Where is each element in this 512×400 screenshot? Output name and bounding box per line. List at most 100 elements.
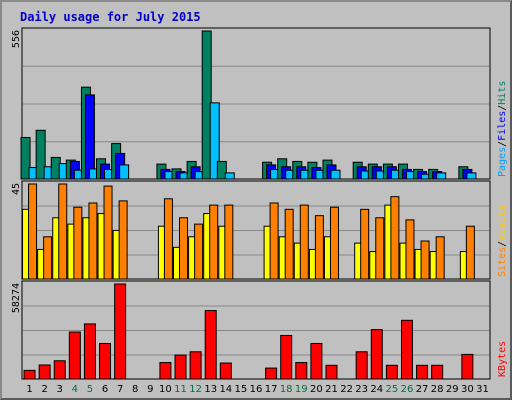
day-label-23: 23 [355,384,368,395]
bar-kbytes-day-25 [385,364,398,380]
legend-item: Pages [497,147,508,177]
bar-sites-day-24 [375,217,385,280]
day-label-4: 4 [72,384,78,395]
day-label-13: 13 [204,384,217,395]
panel-hits-files-pages-ymax-label: 556 [11,30,22,48]
legend-item: Files [497,111,508,141]
bar-pages-day-30 [466,172,477,180]
day-label-8: 8 [132,384,138,395]
bar-sites-day-4 [73,206,83,280]
bar-kbytes-day-2 [38,364,51,380]
bar-kbytes-day-7 [114,283,127,380]
day-label-10: 10 [159,384,172,395]
day-label-15: 15 [235,384,248,395]
day-label-11: 11 [174,384,187,395]
bar-kbytes-day-4 [68,331,81,380]
bar-pages-day-7 [119,164,130,180]
legend-item: / [497,141,508,147]
day-label-31: 31 [476,384,489,395]
bar-sites-day-25 [390,196,400,280]
bar-sites-day-28 [435,236,445,280]
bar-kbytes-day-30 [461,353,474,380]
bar-kbytes-day-17 [265,367,278,380]
bar-kbytes-day-10 [159,362,172,380]
panel-visits-sites-border [21,180,491,280]
day-label-7: 7 [117,384,123,395]
panel-hits-files-pages-legend: Pages/Files/Hits [497,81,508,177]
bar-pages-day-21 [330,169,341,180]
day-label-9: 9 [147,384,153,395]
bar-sites-day-12 [194,223,204,280]
day-label-14: 14 [219,384,232,395]
bar-sites-day-17 [269,202,279,280]
bar-sites-day-2 [43,236,53,280]
bar-kbytes-day-26 [400,319,413,380]
bar-kbytes-day-3 [53,360,66,380]
day-label-16: 16 [250,384,263,395]
bar-sites-day-3 [58,183,68,280]
bar-sites-day-5 [88,202,98,280]
legend-item: Sites [497,247,508,277]
day-label-12: 12 [189,384,202,395]
bar-sites-day-27 [420,240,430,280]
bar-hits-day-1 [20,136,31,180]
panel-kbytes-ymax-label: 58274 [11,283,22,313]
bar-sites-day-13 [209,204,219,280]
legend-item: KBytes [497,341,508,377]
day-label-17: 17 [265,384,278,395]
bar-kbytes-day-21 [325,364,338,380]
panel-hits-files-pages-border [21,27,491,180]
bar-sites-day-10 [163,198,173,280]
bar-sites-day-6 [103,185,113,280]
bar-kbytes-day-14 [219,362,232,380]
day-label-29: 29 [446,384,459,395]
bar-kbytes-day-27 [416,364,429,380]
bar-pages-day-13 [209,102,220,180]
day-label-19: 19 [295,384,308,395]
bar-sites-day-14 [224,204,234,280]
day-label-27: 27 [416,384,429,395]
bar-sites-day-1 [28,183,38,280]
bar-pages-day-28 [436,172,447,180]
day-label-20: 20 [310,384,323,395]
bar-kbytes-day-5 [83,323,96,380]
bar-kbytes-day-23 [355,351,368,380]
bar-sites-day-30 [465,225,475,280]
legend-item: Visits [497,205,508,241]
day-label-26: 26 [401,384,414,395]
day-label-25: 25 [386,384,399,395]
bar-sites-day-7 [118,200,128,280]
bar-kbytes-day-11 [174,354,187,380]
day-label-28: 28 [431,384,444,395]
bar-kbytes-day-13 [204,310,217,380]
legend-item: Hits [497,81,508,105]
bar-hits-day-14 [216,160,227,180]
bar-sites-day-19 [299,204,309,280]
panel-kbytes-border [21,280,491,380]
bar-kbytes-day-19 [295,362,308,380]
bar-sites-day-26 [405,219,415,280]
bar-kbytes-day-6 [99,342,112,380]
legend-item: / [497,105,508,111]
chart-title: Daily usage for July 2015 [20,10,201,24]
bar-pages-day-14 [224,172,235,180]
bar-kbytes-day-18 [280,334,293,380]
legend-item: / [497,241,508,247]
day-label-1: 1 [26,384,32,395]
bar-sites-day-20 [314,215,324,280]
bar-kbytes-day-20 [310,342,323,380]
day-label-21: 21 [325,384,338,395]
bar-hits-day-2 [35,129,46,180]
bar-kbytes-day-28 [431,364,444,380]
panel-visits-sites-ymax-label: 45 [11,183,22,195]
day-label-18: 18 [280,384,293,395]
day-label-22: 22 [340,384,353,395]
day-label-24: 24 [370,384,383,395]
day-label-5: 5 [87,384,93,395]
bar-kbytes-day-24 [370,329,383,380]
bar-sites-day-18 [284,208,294,280]
panel-visits-sites-legend: Sites/Visits [497,205,508,277]
bar-kbytes-day-1 [23,369,36,380]
